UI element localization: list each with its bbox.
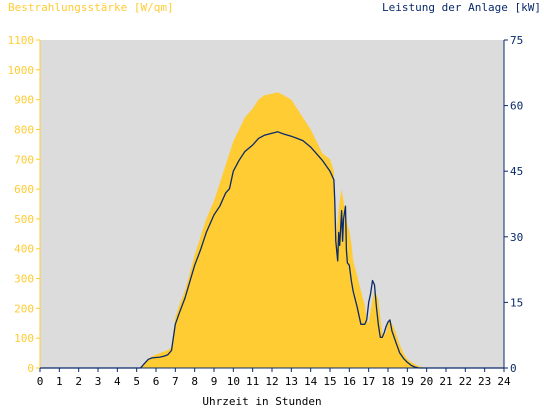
x-tick-label: 19 bbox=[401, 375, 414, 388]
right-tick-label: 45 bbox=[510, 165, 523, 178]
right-axis-title: Leistung der Anlage [kW] bbox=[382, 1, 541, 14]
x-tick-label: 3 bbox=[95, 375, 102, 388]
x-tick-label: 20 bbox=[420, 375, 433, 388]
left-tick-label: 800 bbox=[14, 123, 34, 136]
left-tick-label: 400 bbox=[14, 243, 34, 256]
x-tick-label: 24 bbox=[497, 375, 511, 388]
x-tick-label: 16 bbox=[343, 375, 356, 388]
x-tick-label: 9 bbox=[211, 375, 218, 388]
left-tick-label: 700 bbox=[14, 153, 34, 166]
x-tick-label: 4 bbox=[114, 375, 121, 388]
right-axis-ticks: 0 15 30 45 60 75 bbox=[504, 34, 523, 375]
irradiance-area bbox=[140, 92, 431, 368]
power-line bbox=[40, 131, 504, 369]
x-tick-label: 12 bbox=[265, 375, 278, 388]
x-axis-label: Uhrzeit in Stunden bbox=[202, 395, 321, 408]
right-tick-label: 0 bbox=[510, 362, 517, 375]
right-tick-label: 75 bbox=[510, 34, 523, 47]
x-tick-label: 13 bbox=[285, 375, 298, 388]
x-tick-label: 17 bbox=[362, 375, 375, 388]
left-tick-label: 1100 bbox=[8, 34, 35, 47]
x-tick-label: 11 bbox=[246, 375, 259, 388]
left-tick-label: 500 bbox=[14, 213, 34, 226]
left-tick-label: 0 bbox=[27, 362, 34, 375]
left-axis-ticks: 0 100 200 300 400 500 600 700 800 900 1000 1100 bbox=[8, 34, 40, 375]
x-tick-label: 14 bbox=[304, 375, 318, 388]
x-tick-label: 7 bbox=[172, 375, 179, 388]
right-tick-label: 60 bbox=[510, 100, 523, 113]
x-tick-label: 23 bbox=[478, 375, 491, 388]
left-tick-label: 600 bbox=[14, 183, 34, 196]
x-tick-label: 18 bbox=[381, 375, 394, 388]
x-tick-label: 5 bbox=[133, 375, 140, 388]
x-axis-ticks: 0 1 2 3 4 5 6 7 8 9 10 11 12 13 14 15 16 17 18 19 20 21 22 23 24 bbox=[37, 368, 511, 388]
x-tick-label: 8 bbox=[191, 375, 198, 388]
x-tick-label: 6 bbox=[153, 375, 160, 388]
right-tick-label: 30 bbox=[510, 231, 523, 244]
left-tick-label: 200 bbox=[14, 302, 34, 315]
x-tick-label: 1 bbox=[56, 375, 63, 388]
left-tick-label: 100 bbox=[14, 332, 34, 345]
left-tick-label: 900 bbox=[14, 94, 34, 107]
left-axis-title: Bestrahlungsstärke [W/qm] bbox=[8, 1, 174, 14]
left-tick-label: 300 bbox=[14, 273, 34, 286]
x-tick-label: 15 bbox=[323, 375, 336, 388]
x-tick-label: 22 bbox=[459, 375, 472, 388]
x-tick-label: 10 bbox=[227, 375, 240, 388]
x-tick-label: 0 bbox=[37, 375, 44, 388]
left-tick-label: 1000 bbox=[8, 64, 35, 77]
x-tick-label: 2 bbox=[75, 375, 82, 388]
right-tick-label: 15 bbox=[510, 296, 523, 309]
x-tick-label: 21 bbox=[439, 375, 452, 388]
